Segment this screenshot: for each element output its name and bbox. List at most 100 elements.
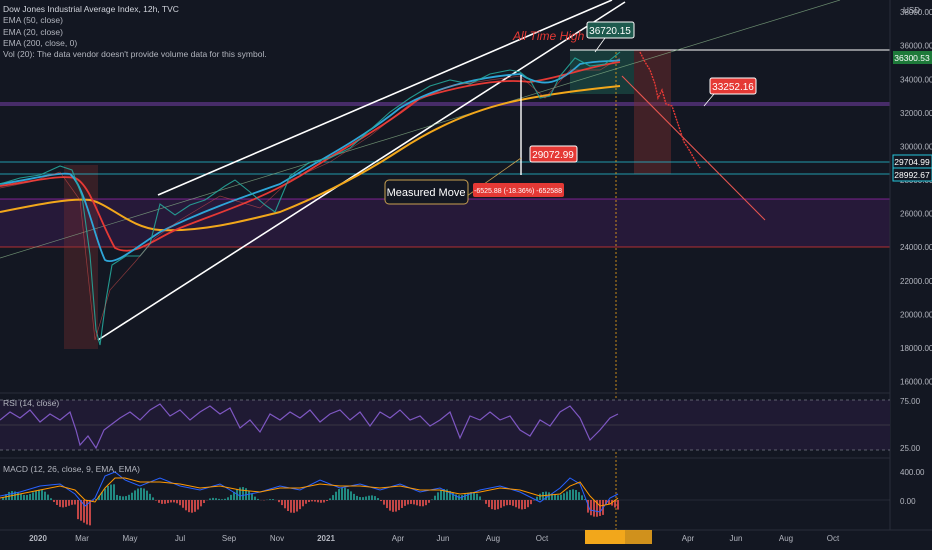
legend-title[interactable]: Dow Jones Industrial Average Index, 12h,… <box>3 4 179 14</box>
range-stat-text: -6525.88 (-18.36%) -652588 <box>474 188 562 195</box>
macd-hist-bar <box>362 497 364 500</box>
macd-hist-bar <box>335 491 337 500</box>
macd-hist-bar <box>38 489 40 500</box>
legend-vol[interactable]: Vol (20): The data vendor doesn't provid… <box>3 49 267 60</box>
legend-ema200[interactable]: EMA (200, close, 0) <box>3 37 78 48</box>
macd-hist-bar <box>230 494 232 500</box>
macd-hist-bar <box>317 500 319 503</box>
macd-hist-bar <box>233 491 235 500</box>
time-tick-label: Jun <box>437 534 450 543</box>
legend-ema20[interactable]: EMA (20, close) <box>3 26 63 37</box>
macd-hist-bar <box>449 490 451 500</box>
macd-hist-bar <box>242 487 244 500</box>
macd-hist-bar <box>284 500 286 509</box>
macd-hist-bar <box>434 495 436 500</box>
target-value-badge[interactable] <box>709 77 757 95</box>
macd-hist-bar <box>89 500 91 526</box>
macd-hist-bar <box>95 498 97 500</box>
macd-hist-bar <box>74 500 76 505</box>
macd-hist-bar <box>185 500 187 511</box>
macd-hist-bar <box>467 492 469 500</box>
macd-line <box>0 471 619 513</box>
macd-hist-bar <box>44 491 46 500</box>
current-price-tag <box>893 51 932 64</box>
time-tick-label: Jul <box>175 534 185 543</box>
macd-hist-bar <box>281 500 283 506</box>
macd-hist-bar <box>608 500 610 505</box>
macd-hist-bar <box>575 489 577 500</box>
macd-hist-bar <box>254 496 256 500</box>
macd-hist-bar <box>29 493 31 500</box>
macd-hist-bar <box>431 499 433 500</box>
range-stat-badge[interactable] <box>473 183 564 197</box>
macd-hist-bar <box>212 497 214 500</box>
macd-hist-bar <box>413 500 415 505</box>
macd-hist-bar <box>245 488 247 500</box>
macd-hist-bar <box>167 500 169 504</box>
macd-hist-bar <box>239 487 241 500</box>
macd-hist-bar <box>614 500 616 508</box>
time-tick-label: Apr <box>392 534 405 543</box>
macd-hist-bar <box>110 484 112 500</box>
macd-hist-bar <box>443 489 445 500</box>
macd-hist-bar <box>407 500 409 505</box>
macd-hist-bar <box>20 494 22 500</box>
legend-ema50[interactable]: EMA (50, close) <box>3 15 63 26</box>
macd-hist-bar <box>386 500 388 509</box>
measured-move-box[interactable] <box>384 179 469 205</box>
macd-hist-bar <box>59 500 61 507</box>
price-tick-label: 30000.00 <box>900 142 932 151</box>
macd-hist-bar <box>596 500 598 517</box>
macd-hist-bar <box>113 484 115 500</box>
macd-hist-bar <box>17 492 19 500</box>
macd-hist-bar <box>272 499 274 500</box>
macd-tick-0: 0.00 <box>900 497 916 506</box>
macd-hist-bar <box>86 500 88 525</box>
macd-hist-bar <box>311 500 313 502</box>
macd-hist-bar <box>65 500 67 507</box>
level-b-text: 28992.67 <box>894 170 930 180</box>
macd-hist-bar <box>593 500 595 517</box>
macd-hist-bar <box>200 500 202 507</box>
cursor-time-tag <box>625 530 652 544</box>
macd-hist-bar <box>80 500 82 521</box>
macd-hist-bar <box>83 500 85 523</box>
low-value-badge[interactable] <box>529 145 578 163</box>
macd-hist-bar <box>347 489 349 500</box>
macd-hist-bar <box>323 500 325 503</box>
macd-hist-bar <box>62 500 64 508</box>
ath-value-text: 36720.15 <box>589 26 631 37</box>
time-tick-label: Aug <box>779 534 793 543</box>
projected-drop-box <box>634 50 671 174</box>
ath-pointer <box>594 37 606 53</box>
ath-value-badge[interactable] <box>586 21 635 39</box>
macd-hist-bar <box>53 500 55 502</box>
channel-upper <box>157 0 613 196</box>
time-tick-label: May <box>122 534 137 543</box>
macd-hist-bar <box>119 495 121 500</box>
macd-hist-bar <box>179 500 181 506</box>
currency-label: USD <box>903 6 920 15</box>
macd-hist-bar <box>371 495 373 500</box>
macd-hist-bar <box>299 500 301 510</box>
macd-hist-bar <box>446 489 448 500</box>
macd-legend[interactable]: MACD (12, 26, close, 9, EMA, EMA) <box>3 464 140 474</box>
macd-signal-line <box>0 477 619 507</box>
price-tick-label: 32000.00 <box>900 109 932 118</box>
macd-hist-bar <box>338 489 340 500</box>
level-a-text: 29704.99 <box>894 157 930 167</box>
macd-hist-bar <box>101 492 103 500</box>
macd-hist-bar <box>491 500 493 510</box>
macd-hist-bar <box>476 493 478 500</box>
macd-hist-bar <box>215 498 217 500</box>
macd-hist-bar <box>518 500 520 509</box>
rsi-legend[interactable]: RSI (14, close) <box>3 398 60 408</box>
macd-hist-bar <box>368 495 370 500</box>
macd-hist-bar <box>530 500 532 505</box>
macd-hist-bar <box>404 500 406 506</box>
macd-hist-bar <box>143 488 145 500</box>
rsi-tick-75: 75.00 <box>900 397 921 406</box>
trend-line-thin <box>0 0 841 259</box>
macd-hist-bar <box>140 487 142 500</box>
